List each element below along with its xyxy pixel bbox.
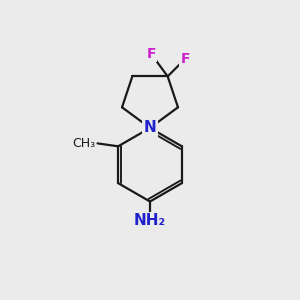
Text: CH₃: CH₃: [72, 137, 95, 150]
Text: F: F: [181, 52, 190, 66]
Text: N: N: [144, 120, 156, 135]
Text: F: F: [147, 47, 156, 61]
Text: NH₂: NH₂: [134, 213, 166, 228]
